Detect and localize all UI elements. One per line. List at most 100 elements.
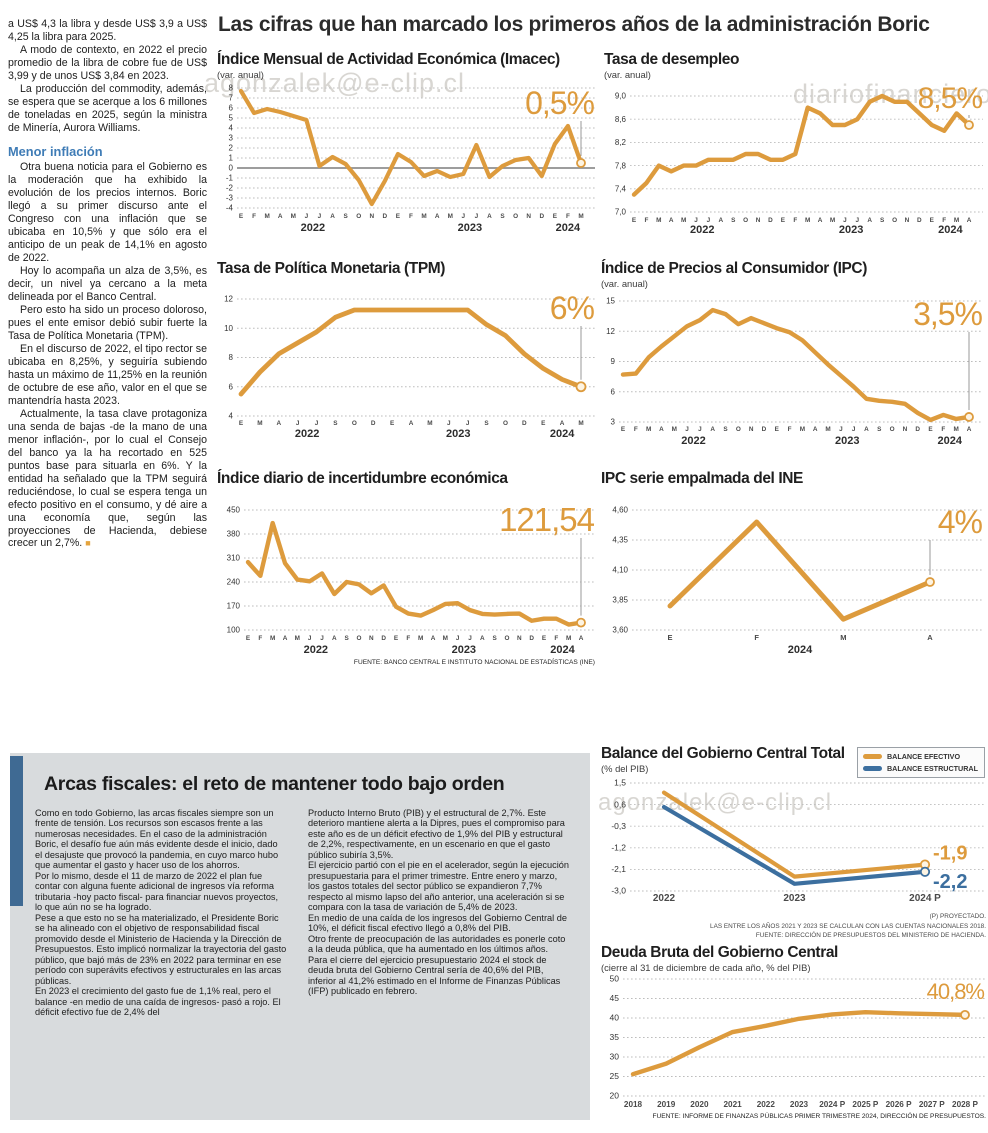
source-note-ine: FUENTE: BANCO CENTRAL E INSTITUTO NACION… [353,659,595,666]
svg-text:450: 450 [227,506,241,515]
paragraph: (P) PROYECTADO. [929,913,986,920]
svg-text:2027 P: 2027 P [919,1100,945,1109]
svg-text:S: S [731,217,736,224]
svg-text:A: A [669,217,674,224]
chart-ipc-empalmada: IPC serie empalmada del INE 4,60 4,35 4,10… [601,470,985,656]
svg-text:M: M [672,426,677,433]
svg-text:2022: 2022 [681,435,705,447]
svg-text:0,5%: 0,5% [525,85,594,121]
svg-text:J: J [843,217,847,224]
svg-text:A: A [927,633,933,642]
svg-text:3: 3 [229,134,234,143]
svg-text:E: E [542,635,547,642]
svg-text:40: 40 [610,1013,620,1023]
svg-text:M: M [448,213,453,220]
svg-text:O: O [890,426,895,433]
svg-text:35: 35 [610,1032,620,1042]
svg-text:A: A [276,420,281,427]
paragraph: A modo de contexto, en 2022 el precio pr… [8,43,207,82]
svg-text:S: S [345,635,350,642]
paragraph: Por lo mismo, desde el 11 de marzo de 20… [35,870,279,913]
svg-text:F: F [258,635,262,642]
svg-text:0: 0 [229,164,234,173]
chart-title: Índice de Precios al Consumidor (IPC) [601,260,867,277]
svg-text:4,60: 4,60 [612,506,628,515]
chart-subtitle: (var. anual) [604,69,651,81]
svg-text:2026 P: 2026 P [886,1100,912,1109]
svg-text:M: M [954,217,959,224]
legend-swatch-efectivo-icon [862,754,882,759]
svg-text:240: 240 [227,578,241,587]
svg-text:4: 4 [229,124,234,133]
svg-text:J: J [296,420,300,427]
svg-text:A: A [278,213,283,220]
svg-text:3,60: 3,60 [612,626,628,635]
svg-text:A: A [719,217,724,224]
svg-text:2024: 2024 [788,644,813,656]
svg-text:A: A [283,635,288,642]
paragraph: Otra buena noticia para el Gobierno es l… [8,161,207,265]
paragraph: En medio de una caída de los ingresos de… [308,912,567,934]
svg-text:O: O [503,420,508,427]
svg-text:O: O [356,213,361,220]
svg-text:50: 50 [610,975,620,984]
source-note-deuda: FUENTE: INFORME DE FINANZAS PÚBLICAS PRI… [652,1113,986,1120]
svg-text:100: 100 [227,626,241,635]
svg-text:M: M [421,213,426,220]
svg-text:2024: 2024 [550,428,575,439]
svg-text:F: F [406,635,410,642]
svg-text:S: S [493,635,498,642]
paragraph: Como en todo Gobierno, las arcas fiscale… [35,808,279,871]
svg-text:J: J [839,426,843,433]
svg-text:-3: -3 [226,194,234,203]
svg-text:-3,0: -3,0 [611,886,626,896]
svg-text:F: F [409,213,413,220]
svg-text:2023: 2023 [783,893,806,904]
svg-text:D: D [762,426,767,433]
svg-text:2023: 2023 [452,644,476,656]
svg-text:8,5%: 8,5% [918,82,983,115]
svg-text:N: N [369,635,374,642]
svg-text:J: J [305,213,309,220]
svg-text:M: M [443,635,448,642]
svg-text:2028 P: 2028 P [952,1100,978,1109]
svg-text:7,0: 7,0 [615,208,627,217]
svg-text:D: D [915,426,920,433]
svg-text:8,2: 8,2 [615,138,627,147]
svg-text:12: 12 [606,327,615,336]
chart-incertidumbre: Índice diario de incertidumbre económica… [217,470,597,656]
svg-text:E: E [775,426,780,433]
svg-text:4,35: 4,35 [612,536,628,545]
svg-text:O: O [743,217,748,224]
svg-text:M: M [646,426,651,433]
svg-text:A: A [330,213,335,220]
svg-text:F: F [788,426,792,433]
svg-text:J: J [694,217,698,224]
chart-title: Tasa de Política Monetaria (TPM) [217,260,446,277]
svg-text:J: J [685,426,689,433]
svg-text:J: J [320,635,324,642]
svg-text:O: O [505,635,510,642]
paragraph: Pese a que esto no se ha materializado, … [35,912,287,986]
svg-text:20: 20 [610,1091,620,1101]
paragraph: Actualmente, la tasa clave protagoniza u… [8,407,207,550]
left-article-column: a US$ 4,3 la libra y desde US$ 3,9 a US$… [8,18,207,550]
svg-text:F: F [941,426,945,433]
svg-text:O: O [892,217,897,224]
copper-paragraphs: a US$ 4,3 la libra y desde US$ 3,9 a US$… [8,18,207,135]
svg-text:7,8: 7,8 [615,162,627,171]
svg-text:O: O [736,426,741,433]
svg-text:D: D [539,213,544,220]
svg-text:A: A [659,426,664,433]
svg-text:M: M [656,217,661,224]
svg-text:E: E [928,426,933,433]
svg-text:2022: 2022 [757,1100,776,1109]
svg-text:M: M [825,426,830,433]
chart-title: Tasa de desempleo [604,51,740,68]
svg-text:A: A [480,635,485,642]
svg-text:J: J [468,635,472,642]
svg-text:E: E [246,635,251,642]
svg-text:2023: 2023 [790,1100,809,1109]
paragraph: En el discurso de 2022, el tipo rector s… [8,342,207,407]
